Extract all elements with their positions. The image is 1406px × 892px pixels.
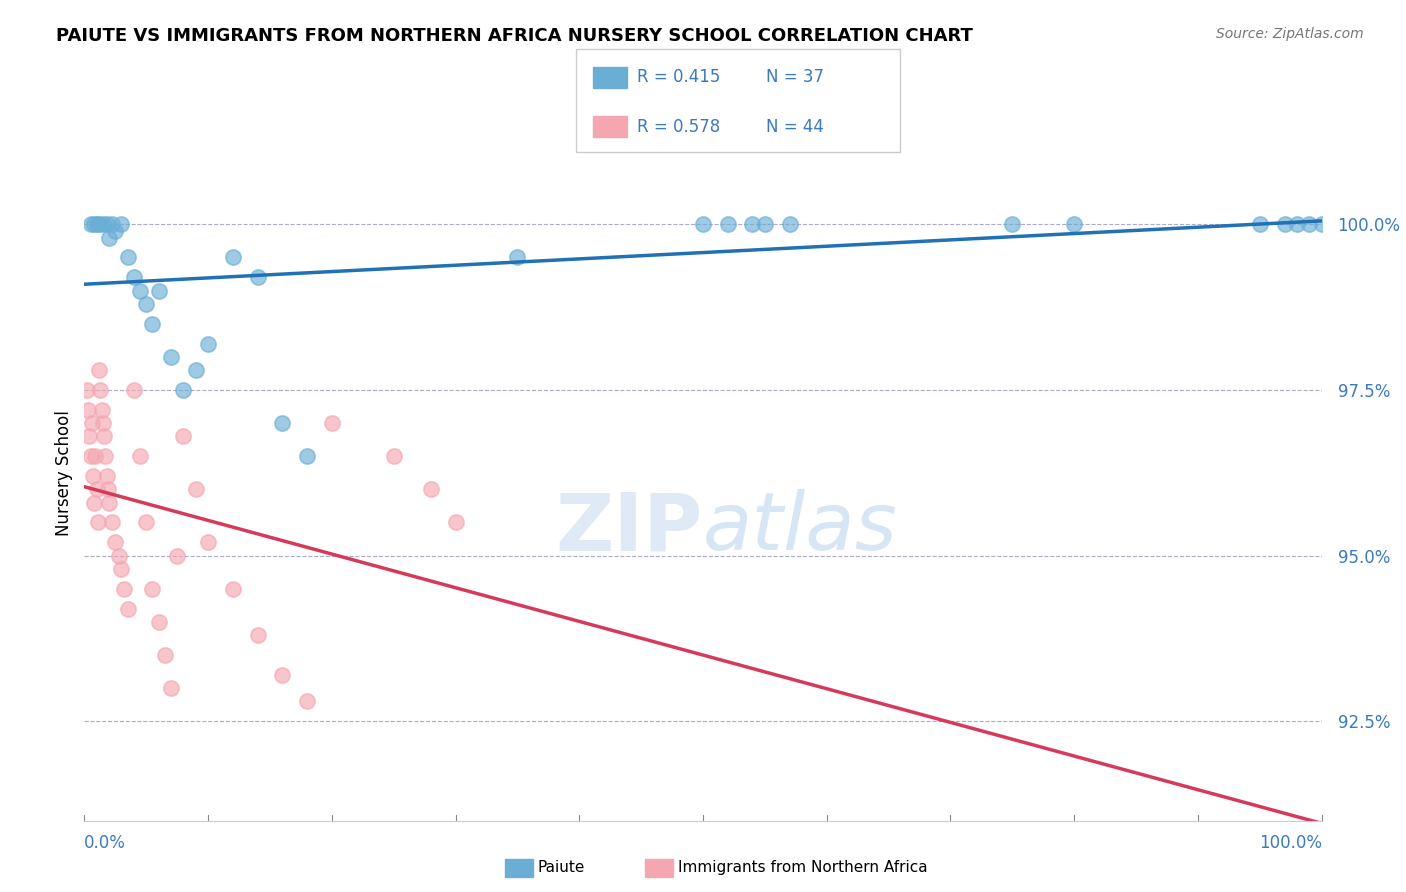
Point: [1274, 217, 1296, 231]
Point: [79, 429, 101, 443]
Point: [83, 217, 105, 231]
Point: [741, 217, 763, 231]
Point: [166, 549, 188, 563]
Point: [1298, 217, 1320, 231]
Point: [172, 429, 194, 443]
Point: [197, 336, 219, 351]
Point: [295, 694, 318, 708]
Point: [86, 483, 108, 497]
Point: [222, 582, 245, 596]
Point: [110, 562, 132, 576]
Text: atlas: atlas: [703, 490, 898, 567]
Point: [444, 516, 467, 530]
Text: ZIP: ZIP: [555, 490, 703, 567]
Point: [160, 350, 183, 364]
Point: [87, 516, 110, 530]
Point: [97, 483, 120, 497]
Point: [271, 416, 294, 430]
Point: [246, 270, 269, 285]
Text: 0.0%: 0.0%: [84, 834, 127, 852]
Point: [104, 224, 127, 238]
Point: [184, 483, 207, 497]
Point: [104, 535, 127, 549]
Point: [419, 483, 441, 497]
Point: [98, 495, 121, 509]
Text: Source: ZipAtlas.com: Source: ZipAtlas.com: [1216, 27, 1364, 41]
Y-axis label: Nursery School: Nursery School: [55, 409, 73, 536]
Text: Paiute: Paiute: [537, 860, 585, 874]
Point: [692, 217, 714, 231]
Point: [89, 383, 111, 397]
Point: [141, 582, 163, 596]
Point: [1310, 217, 1333, 231]
Point: [135, 516, 157, 530]
Point: [295, 449, 318, 463]
Point: [321, 416, 343, 430]
Point: [1001, 217, 1024, 231]
Point: [148, 615, 170, 629]
Point: [506, 251, 529, 265]
Point: [90, 402, 112, 417]
Point: [112, 582, 135, 596]
Text: 100.0%: 100.0%: [1258, 834, 1322, 852]
Point: [117, 251, 139, 265]
Point: [148, 284, 170, 298]
Point: [96, 217, 118, 231]
Text: PAIUTE VS IMMIGRANTS FROM NORTHERN AFRICA NURSERY SCHOOL CORRELATION CHART: PAIUTE VS IMMIGRANTS FROM NORTHERN AFRIC…: [56, 27, 973, 45]
Text: N = 37: N = 37: [766, 68, 824, 86]
Point: [79, 217, 101, 231]
Text: N = 44: N = 44: [766, 118, 824, 136]
Point: [1249, 217, 1271, 231]
Point: [82, 469, 104, 483]
Point: [77, 402, 100, 417]
Point: [110, 217, 132, 231]
Point: [271, 668, 294, 682]
Point: [83, 495, 105, 509]
Point: [246, 628, 269, 642]
Point: [141, 317, 163, 331]
Point: [135, 297, 157, 311]
Point: [100, 516, 122, 530]
Point: [93, 429, 115, 443]
Point: [100, 217, 122, 231]
Point: [122, 270, 145, 285]
Point: [222, 251, 245, 265]
Point: [108, 549, 131, 563]
Point: [184, 363, 207, 377]
Text: Immigrants from Northern Africa: Immigrants from Northern Africa: [678, 860, 928, 874]
Point: [129, 284, 152, 298]
Point: [382, 449, 405, 463]
Point: [779, 217, 801, 231]
Point: [172, 383, 194, 397]
Point: [91, 217, 114, 231]
Point: [86, 217, 108, 231]
Point: [98, 230, 121, 244]
Point: [754, 217, 776, 231]
Point: [197, 535, 219, 549]
Text: R = 0.578: R = 0.578: [637, 118, 720, 136]
Point: [129, 449, 152, 463]
Point: [96, 469, 118, 483]
Point: [84, 449, 107, 463]
Point: [717, 217, 740, 231]
Point: [117, 601, 139, 615]
Point: [1063, 217, 1085, 231]
Point: [89, 363, 111, 377]
Point: [160, 681, 183, 695]
Text: R = 0.415: R = 0.415: [637, 68, 720, 86]
Point: [76, 383, 98, 397]
Point: [122, 383, 145, 397]
Point: [80, 416, 103, 430]
Point: [94, 449, 117, 463]
Point: [89, 217, 111, 231]
Point: [153, 648, 176, 662]
Point: [1285, 217, 1308, 231]
Point: [91, 416, 114, 430]
Point: [79, 449, 101, 463]
